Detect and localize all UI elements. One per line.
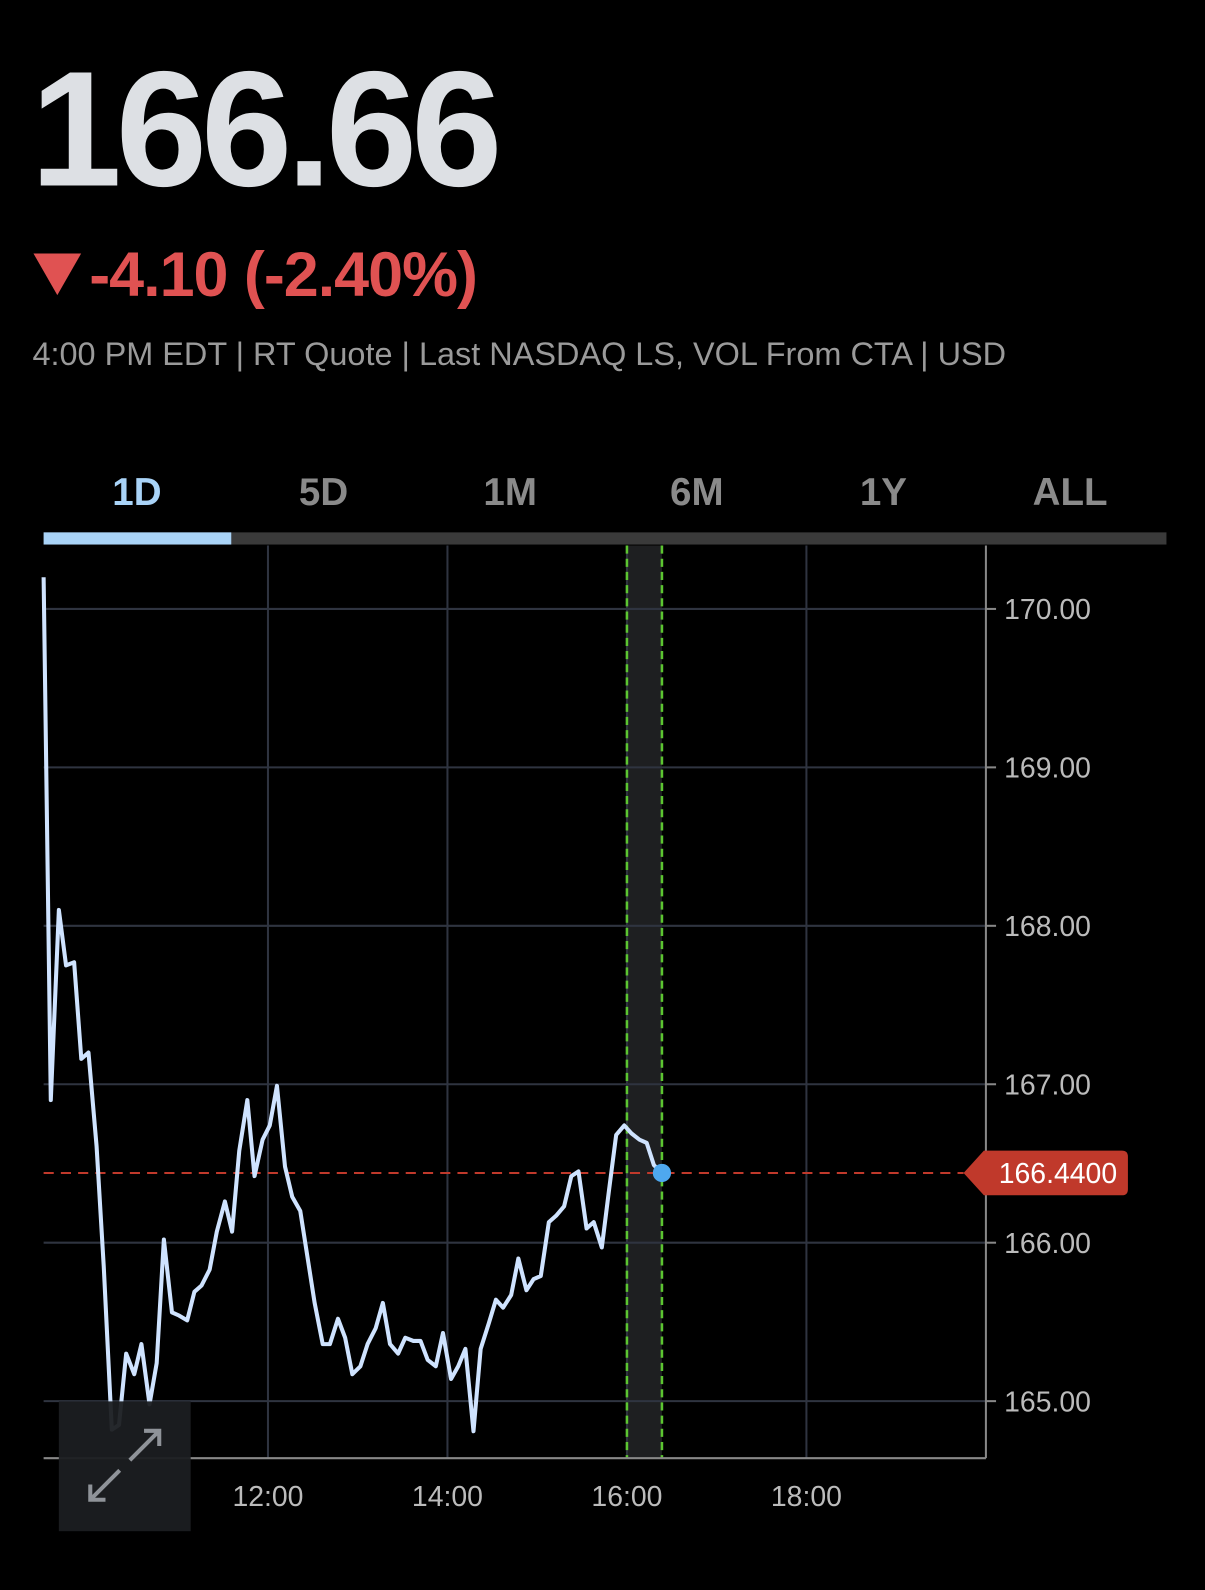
expand-button[interactable] [58,1401,191,1532]
tab[interactable]: 5D [299,471,348,514]
tab[interactable]: 1Y [860,471,907,514]
x-tick-label: 14:00 [412,1481,483,1513]
x-tick-label: 12:00 [232,1481,303,1513]
x-tick-label: 16:00 [591,1481,662,1513]
x-tick-label: 18:00 [771,1481,842,1513]
y-tick-label: 166.00 [1004,1228,1091,1260]
y-tick-label: 165.00 [1004,1386,1091,1418]
expand-bg[interactable] [58,1401,191,1532]
tabs: 1D 5D 1M 6M 1Y ALL [43,471,1108,545]
tab[interactable]: 1M [483,471,537,514]
y-tick-label: 169.00 [1004,753,1091,785]
tab[interactable]: ALL [1033,471,1108,514]
y-tick-label: 170.00 [1004,594,1091,626]
tab[interactable]: 6M [670,471,724,514]
last-point [652,1163,672,1183]
plot: 165.00 166.00 167.00 168.00 169.00 170.00 12:0… [41,545,1128,1513]
expand-icon[interactable] [88,1428,162,1502]
last-price-tag [963,1150,1128,1196]
price-line [41,577,664,1434]
price: 166.66 [30,37,497,221]
tab-indicator [43,532,232,545]
highlight-band [626,545,662,1459]
tab[interactable]: 1D [112,471,161,514]
tab-track [43,532,1167,545]
quote-info: 4:00 PM EDT | RT Quote | Last NASDAQ LS,… [32,336,1006,372]
price-change: -4.10 (-2.40%) [89,240,477,310]
last-price-label: 166.4400 [999,1158,1117,1190]
y-tick-label: 168.00 [1004,911,1091,943]
y-tick-label: 167.00 [1004,1069,1091,1101]
down-arrow [33,253,82,296]
